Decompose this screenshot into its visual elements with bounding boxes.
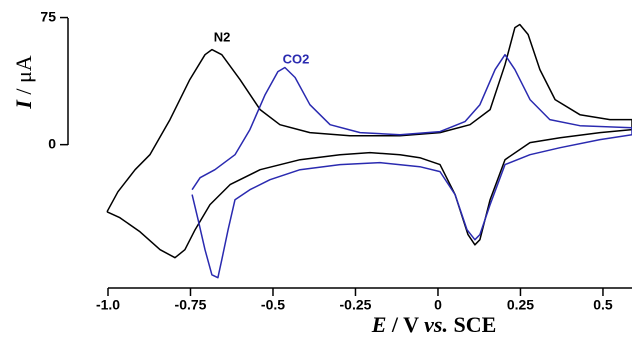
x-tick-label: -0.75 [175,297,207,313]
cv-curve [106,23,632,259]
series-label: N2 [214,29,231,44]
x-tick-label: 0 [434,297,442,313]
y-tick-label: 75 [40,8,56,24]
x-tick-label: -0.25 [340,297,372,313]
y-axis-label: I / μA [11,55,36,109]
y-tick-label: 0 [48,135,56,151]
x-tick-label: 0.5 [593,297,613,313]
y-label-part: / μA [11,55,36,100]
y-label-part: I [11,99,36,110]
series-label: CO2 [283,51,310,66]
x-label-part: SCE [448,312,496,337]
x-tick-label: -0.5 [261,297,285,313]
cv-curve [191,53,632,279]
x-tick-label: 0.25 [507,297,534,313]
x-axis-label: E / V vs. SCE [371,312,497,337]
x-label-part: / V [386,312,424,337]
x-label-part: vs. [424,312,448,337]
x-tick-label: -1.0 [96,297,120,313]
x-label-part: E [371,312,387,337]
